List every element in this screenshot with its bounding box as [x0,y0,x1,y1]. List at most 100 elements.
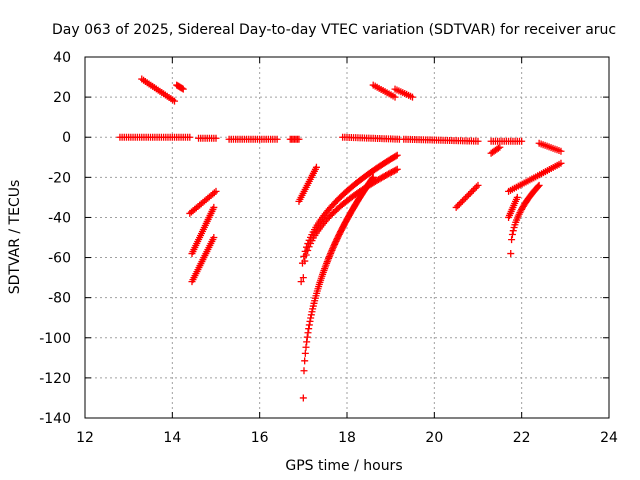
data-point [326,251,334,259]
data-point [307,311,315,319]
x-tick-label: 12 [76,430,94,446]
series-arc-a [186,187,220,217]
data-point [454,202,462,210]
x-tick-label: 14 [163,430,181,446]
data-point [466,189,474,197]
series-arc-upper-1 [138,75,179,105]
data-point [474,137,482,145]
data-point [509,227,517,235]
data-point [409,93,416,101]
data-point [304,329,312,337]
series-arc-b [188,203,218,258]
series-arc-baseline-4 [286,135,303,143]
data-point [327,248,335,256]
data-point [304,246,312,254]
series-arc-d [295,163,320,205]
data-point [455,200,463,208]
series-arc-baseline-1 [116,133,194,141]
data-point [460,196,468,204]
data-point [463,192,471,200]
data-point [273,135,281,143]
data-point [391,93,399,101]
data-point [307,314,315,322]
data-point [300,367,308,375]
data-point [324,256,332,264]
series-arc-upper-3 [369,81,399,101]
data-point [516,209,524,217]
data-point [507,250,515,258]
data-point [210,203,218,211]
data-point [301,349,309,357]
series-arc-baseline-2 [195,134,220,142]
data-point [210,189,218,197]
y-axis-label: SDTVAR / TECUs [7,180,23,295]
data-point [517,207,525,215]
data-point [179,85,187,93]
data-point [393,151,401,159]
series-arc-i [487,143,504,157]
y-tick-label: -140 [39,411,71,427]
data-point [534,182,542,190]
data-point [328,246,336,254]
series-arc-e [297,151,401,286]
x-axis-label: GPS time / hours [285,458,402,474]
data-point [301,357,309,365]
axis-ticks [84,56,610,419]
data-point [329,245,337,253]
series-arc-baseline-7 [487,137,526,145]
series-arc-m [535,139,565,155]
data-point [327,249,335,257]
data-point [468,188,476,196]
series-arc-baseline-6 [400,135,482,145]
y-tick-label: -20 [48,170,71,186]
y-tick-label: 20 [53,90,71,106]
y-tick-label: 40 [53,50,71,66]
data-point [295,135,303,143]
data-point [557,147,565,155]
data-point [325,254,333,262]
data-point [305,321,313,329]
data-point [302,343,310,351]
data-point [465,191,473,199]
data-point [303,338,311,346]
series-arc-l [507,181,543,258]
grid-lines [85,57,609,418]
chart-title: Day 063 of 2025, Sidereal Day-to-day VTE… [52,22,616,38]
data-point [297,278,305,286]
y-tick-label: -80 [48,291,71,307]
data-point [306,317,314,325]
data-point [535,181,543,189]
data-point [305,325,313,333]
data-point [496,143,504,151]
series-arc-k [505,193,521,221]
data-point [474,181,482,189]
data-point [302,251,310,259]
x-tick-label: 24 [600,430,618,446]
data-point [518,137,526,145]
series-arc-h [452,181,482,211]
data-point [186,133,194,141]
data-point [299,394,307,402]
data-point [171,97,179,105]
y-tick-labels: -140 -120 -100 -80 -60 -40 -20 0 20 40 [39,50,71,427]
data-point [392,166,400,174]
data-point [301,257,309,265]
series-arc-g [299,165,401,282]
y-tick-label: -100 [39,331,71,347]
series-arc-baseline-5 [339,133,403,143]
data-point [462,194,470,202]
data-point [325,253,333,261]
data-point [210,234,218,241]
x-tick-label: 18 [338,430,356,446]
x-tick-labels: 12 14 16 18 20 22 24 [76,430,618,446]
x-tick-label: 16 [251,430,269,446]
data-point [299,274,307,282]
data-point [452,203,460,211]
data-point [312,163,320,171]
y-tick-label: -40 [48,210,71,226]
series-arc-j [505,159,565,195]
data-point [458,197,466,205]
y-tick-label: 0 [62,130,71,146]
x-tick-label: 22 [513,430,531,446]
